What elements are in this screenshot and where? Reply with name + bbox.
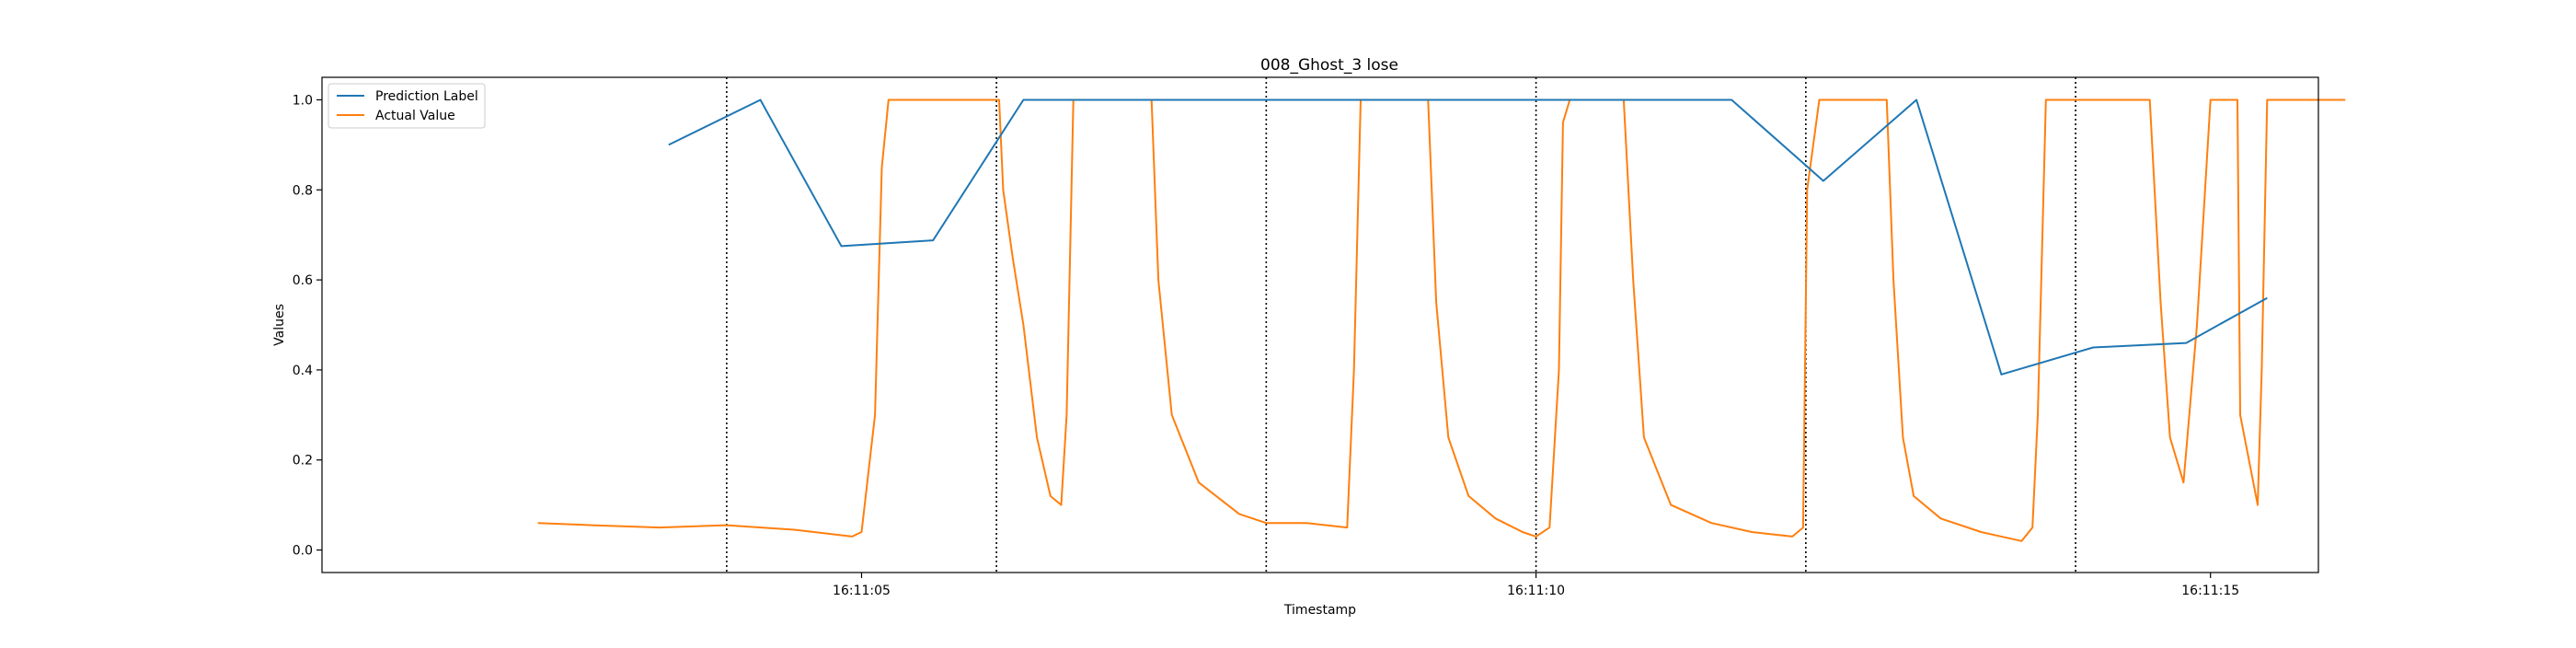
y-tick-label-1: 0.2 [293,454,313,469]
legend-box [328,83,486,129]
x-tick-label-0: 16:11:05 [833,584,891,598]
y-tick-label-0: 0.0 [293,544,313,559]
y-axis-label: Values [272,304,287,346]
y-tick-label-5: 1.0 [293,93,313,108]
vertical-lines [726,77,2076,573]
y-tick-label-4: 0.8 [293,183,313,198]
x-tick-label-2: 16:11:15 [2181,584,2239,598]
legend: Prediction Label Actual Value [328,83,486,129]
x-axis-label: Timestamp [1283,603,1356,618]
x-axis-ticks: 16:11:05 16:11:10 16:11:15 [833,573,2239,598]
y-axis-ticks: 0.0 0.2 0.4 0.6 0.8 1.0 [293,93,322,559]
series-layer [537,98,2346,542]
series-line-prediction-label [668,98,2268,376]
series-line-actual-value [537,98,2346,542]
y-tick-label-3: 0.6 [293,273,313,288]
legend-label-actual-value: Actual Value [375,109,455,123]
x-tick-label-1: 16:11:10 [1507,584,1565,598]
y-tick-label-2: 0.4 [293,364,313,378]
plot-frame [321,76,2319,573]
legend-label-prediction-label: Prediction Label [375,89,478,104]
chart-title: 008_Ghost_3 lose [1260,56,1398,75]
